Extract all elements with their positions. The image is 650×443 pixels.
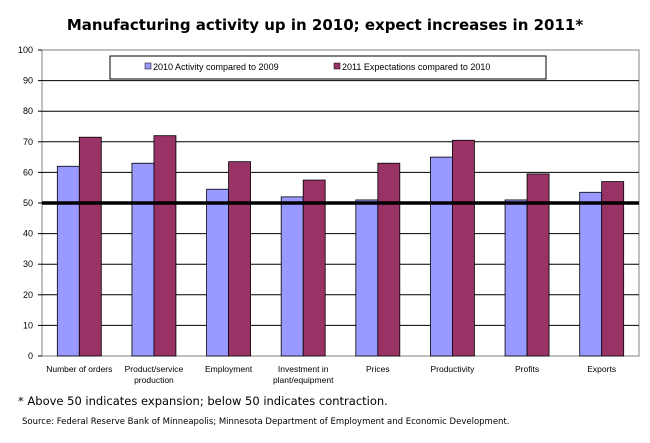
legend-swatch bbox=[144, 62, 152, 70]
x-axis-categories: Number of orders Product/service productio… bbox=[46, 364, 616, 385]
y-tick-label: 30 bbox=[23, 259, 33, 269]
bar-2011 bbox=[153, 135, 177, 357]
y-tick-label: 10 bbox=[23, 320, 33, 330]
bar-2011 bbox=[601, 181, 625, 357]
bar-2011 bbox=[452, 139, 475, 357]
x-category-label: Prices bbox=[366, 364, 390, 374]
x-category-label: Profits bbox=[515, 364, 539, 374]
x-category-label: Employment bbox=[205, 364, 253, 374]
bar-2010 bbox=[504, 199, 528, 357]
bars bbox=[56, 135, 625, 357]
x-category-label: Exports bbox=[587, 364, 616, 374]
y-tick-label: 80 bbox=[23, 106, 33, 116]
y-tick-label: 60 bbox=[23, 167, 33, 177]
y-tick-label: 20 bbox=[23, 290, 33, 300]
footnote: * Above 50 indicates expansion; below 50… bbox=[18, 394, 388, 408]
legend-label: 2011 Expectations compared to 2010 bbox=[342, 62, 490, 72]
bar-2010 bbox=[579, 191, 603, 357]
y-tick-label: 0 bbox=[28, 351, 33, 361]
x-category-label: Number of orders bbox=[46, 364, 112, 374]
legend: 2010 Activity compared to 2009 2011 Expec… bbox=[109, 55, 547, 80]
x-category-label: Investment in plant/equipment bbox=[273, 364, 334, 385]
x-category-label: Productivity bbox=[430, 364, 475, 374]
bar-2010 bbox=[355, 199, 379, 357]
y-tick-label: 70 bbox=[23, 137, 33, 147]
bar-2010 bbox=[56, 165, 80, 357]
bar-2010 bbox=[430, 156, 453, 357]
bar-2011 bbox=[377, 162, 401, 357]
y-axis-ticks: 0 10 20 30 40 50 60 70 80 90 100 bbox=[18, 45, 42, 361]
bar-2011 bbox=[228, 161, 251, 357]
bar-2011 bbox=[302, 179, 326, 357]
chart-title: Manufacturing activity up in 2010; expec… bbox=[67, 16, 584, 34]
bar-2011 bbox=[78, 136, 102, 357]
bar-2010 bbox=[280, 196, 304, 357]
y-tick-label: 100 bbox=[18, 45, 33, 55]
legend-swatch bbox=[333, 62, 341, 70]
legend-label: 2010 Activity compared to 2009 bbox=[153, 62, 279, 72]
bar-2010 bbox=[131, 162, 155, 357]
y-tick-label: 50 bbox=[23, 198, 33, 208]
x-category-label: Product/service production bbox=[125, 364, 184, 385]
source-note: Source: Federal Reserve Bank of Minneapo… bbox=[22, 417, 510, 427]
y-tick-label: 40 bbox=[23, 229, 33, 239]
legend-box bbox=[109, 55, 547, 80]
y-tick-label: 90 bbox=[23, 76, 33, 86]
bar-2011 bbox=[526, 173, 550, 357]
bar-2010 bbox=[206, 188, 229, 357]
